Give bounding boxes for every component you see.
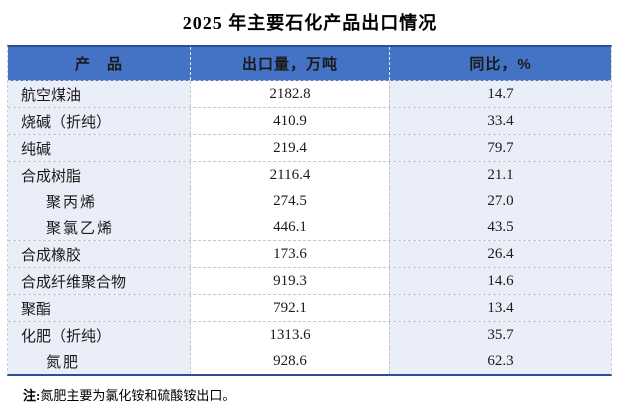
table-subrow: 聚丙烯 274.5 27.0	[8, 188, 611, 214]
volume-cell: 173.6	[190, 241, 389, 267]
volume-cell: 2182.8	[190, 81, 389, 107]
product-cell: 氮肥	[8, 348, 190, 374]
header-yoy: 同比，%	[389, 47, 611, 80]
table-row: 航空煤油 2182.8 14.7	[8, 81, 611, 108]
product-cell: 聚酯	[8, 295, 190, 321]
table-subrow: 氮肥 928.6 62.3	[8, 348, 611, 374]
product-cell: 航空煤油	[8, 81, 190, 107]
product-cell: 化肥（折纯）	[8, 322, 190, 348]
table-row: 合成橡胶 173.6 26.4	[8, 241, 611, 268]
product-cell: 合成树脂	[8, 162, 190, 188]
yoy-cell: 26.4	[389, 241, 611, 267]
footnote: 注:氮肥主要为氯化铵和硫酸铵出口。	[23, 385, 620, 402]
volume-cell: 274.5	[190, 188, 389, 214]
yoy-cell: 13.4	[389, 295, 611, 321]
yoy-cell: 14.7	[389, 81, 611, 107]
volume-cell: 1313.6	[190, 322, 389, 348]
volume-cell: 219.4	[190, 135, 389, 161]
product-cell: 纯碱	[8, 135, 190, 161]
volume-cell: 792.1	[190, 295, 389, 321]
table-header-row: 产 品 出口量，万吨 同比，%	[8, 47, 611, 81]
footnote-text: 氮肥主要为氯化铵和硫酸铵出口。	[40, 388, 236, 402]
yoy-cell: 33.4	[389, 108, 611, 134]
yoy-cell: 43.5	[389, 214, 611, 240]
table-row: 烧碱（折纯） 410.9 33.4	[8, 108, 611, 135]
yoy-cell: 62.3	[389, 348, 611, 374]
volume-cell: 2116.4	[190, 162, 389, 188]
table-subrow: 聚氯乙烯 446.1 43.5	[8, 214, 611, 241]
table-row: 合成树脂 2116.4 21.1	[8, 162, 611, 188]
volume-cell: 919.3	[190, 268, 389, 294]
header-export-volume: 出口量，万吨	[190, 47, 389, 80]
header-product: 产 品	[74, 56, 123, 73]
yoy-cell: 79.7	[389, 135, 611, 161]
product-cell: 合成橡胶	[8, 241, 190, 267]
export-table: 产 品 出口量，万吨 同比，% 航空煤油 2182.8 14.7 烧碱（折纯） …	[7, 45, 612, 376]
table-row: 合成纤维聚合物 919.3 14.6	[8, 268, 611, 295]
product-cell: 合成纤维聚合物	[8, 268, 190, 294]
yoy-cell: 21.1	[389, 162, 611, 188]
volume-cell: 410.9	[190, 108, 389, 134]
volume-cell: 928.6	[190, 348, 389, 374]
product-cell: 聚氯乙烯	[8, 214, 190, 240]
yoy-cell: 14.6	[389, 268, 611, 294]
page-title: 2025 年主要石化产品出口情况	[182, 13, 438, 33]
table-row: 化肥（折纯） 1313.6 35.7	[8, 322, 611, 348]
volume-cell: 446.1	[190, 214, 389, 240]
yoy-cell: 35.7	[389, 322, 611, 348]
table-row: 纯碱 219.4 79.7	[8, 135, 611, 162]
table-row: 聚酯 792.1 13.4	[8, 295, 611, 322]
product-cell: 聚丙烯	[8, 188, 190, 214]
product-cell: 烧碱（折纯）	[8, 108, 190, 134]
footnote-label: 注:	[23, 388, 41, 402]
yoy-cell: 27.0	[389, 188, 611, 214]
